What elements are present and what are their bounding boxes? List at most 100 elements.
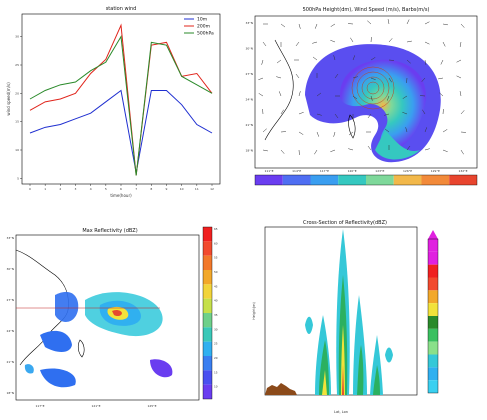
xtick-label: 4 [90, 187, 92, 191]
colorbar-tick-label: 10 [214, 385, 218, 389]
colorbar-swatch [203, 284, 212, 298]
colorbar-tick-label: 35 [214, 313, 218, 317]
colorbar-swatch [428, 303, 438, 316]
colorbar-swatch [311, 175, 339, 185]
ytick-label: 15 [15, 120, 19, 124]
cross-section-svg: Cross-Section of Reflectivity(dBZ) Heigh… [245, 215, 487, 416]
lat-tick-label: 30°N [245, 47, 253, 51]
xtick-label: 10 [180, 187, 184, 191]
colorbar-swatch [255, 175, 283, 185]
lat-tick-label: 24°N [6, 329, 14, 333]
lon-tick-label: 123°E [375, 169, 384, 173]
lon-tick-label: 111°E [264, 169, 273, 173]
xtick-label: 8 [150, 187, 152, 191]
colorbar-tick-label: 30 [214, 327, 218, 331]
lon-tick-label: 126°E [403, 169, 412, 173]
lon-tick-label: 121°E [91, 404, 100, 408]
lat-tick-label: 27°N [6, 298, 14, 302]
colorbar-swatch [428, 265, 438, 278]
colorbar-swatch [203, 299, 212, 313]
xtick-label: 3 [75, 187, 77, 191]
xtick-label: 2 [59, 187, 61, 191]
colorbar-swatch [203, 342, 212, 356]
colorbar-swatch [428, 367, 438, 380]
colorbar-tick-label: 25 [214, 342, 218, 346]
ytick-label: 20 [15, 91, 19, 95]
xtick-label: 1 [44, 187, 46, 191]
lat-tick-label: 30°N [6, 267, 14, 271]
colorbar-swatch [203, 241, 212, 255]
lon-tick-label: 120°E [348, 169, 357, 173]
lat-tick-label: 21°N [245, 123, 253, 127]
lat-tick-label: 18°N [6, 391, 14, 395]
wind-map-panel: 500hPa Height(dm), Wind Speed (m/s), Bar… [245, 0, 487, 205]
wind-colorbar [255, 175, 477, 185]
colorbar-swatch [428, 278, 438, 291]
series-line-200m [30, 25, 212, 175]
wind-map-svg: 500hPa Height(dm), Wind Speed (m/s), Bar… [245, 0, 487, 205]
ytick-label: 10 [15, 148, 19, 152]
station-wind-ylabel: wind speed(m/s) [6, 82, 11, 116]
colorbar-swatch [394, 175, 422, 185]
ytick-label: 25 [15, 63, 19, 67]
colorbar-tick-label: 45 [214, 284, 218, 288]
cross-section-colorbar [428, 230, 438, 393]
colorbar-swatch [203, 370, 212, 384]
lat-tick-label: 33°N [6, 236, 14, 240]
colorbar-tick-label: 65 [214, 227, 218, 231]
station-wind-chart: station wind time(hour) wind speed(m/s) … [0, 0, 235, 205]
colorbar-swatch [428, 316, 438, 329]
colorbar-swatch [449, 175, 477, 185]
cross-section-title: Cross-Section of Reflectivity(dBZ) [303, 220, 387, 226]
lon-tick-label: 132°E [458, 169, 467, 173]
colorbar-tick-label: 20 [214, 356, 218, 360]
xtick-label: 6 [120, 187, 122, 191]
lat-tick-label: 33°N [245, 21, 253, 25]
xtick-label: 12 [210, 187, 214, 191]
colorbar-swatch [428, 380, 438, 393]
colorbar-swatch [203, 356, 212, 370]
colorbar-swatch [428, 355, 438, 368]
xtick-label: 5 [105, 187, 107, 191]
colorbar-swatch [366, 175, 394, 185]
xtick-label: 9 [166, 187, 168, 191]
colorbar-extend-arrow [428, 230, 438, 239]
station-wind-xlabel: time(hour) [110, 193, 132, 198]
colorbar-swatch [203, 313, 212, 327]
colorbar-tick-label: 40 [214, 299, 218, 303]
colorbar-swatch [428, 239, 438, 252]
colorbar-swatch [203, 256, 212, 270]
lon-tick-label: 117°E [320, 169, 329, 173]
ytick-label: 30 [15, 35, 19, 39]
cross-section-xlabel: Lat, Lon [334, 410, 348, 414]
colorbar-swatch [422, 175, 450, 185]
colorbar-swatch [428, 290, 438, 303]
reflectivity-map-panel: Max Reflectivity (dBZ) 33°N 30°N 27°N 24°N 2… [0, 215, 235, 416]
colorbar-tick-label: 55 [214, 256, 218, 260]
xtick-label: 11 [195, 187, 199, 191]
legend-label-500hPa: 500hPa [197, 31, 214, 37]
lon-tick-label: 129°E [431, 169, 440, 173]
lat-tick-label: 18°N [245, 149, 253, 153]
lon-tick-label: 117°E [35, 404, 44, 408]
colorbar-swatch [203, 385, 212, 399]
lon-tick-label: 125°E [147, 404, 156, 408]
station-wind-title: station wind [106, 6, 137, 12]
colorbar-swatch [428, 252, 438, 265]
lat-tick-label: 24°N [245, 98, 253, 102]
colorbar-swatch [338, 175, 366, 185]
series-line-10m [30, 91, 212, 173]
reflectivity-map-title: Max Reflectivity (dBZ) [82, 228, 137, 234]
lat-tick-label: 21°N [6, 360, 14, 364]
wind-map-title: 500hPa Height(dm), Wind Speed (m/s), Bar… [303, 7, 430, 13]
legend-label-10m: 10m [197, 17, 207, 23]
cross-section-panel: Cross-Section of Reflectivity(dBZ) Heigh… [245, 215, 487, 416]
legend-label-200m: 200m [197, 24, 210, 30]
xtick-label: 7 [135, 187, 137, 191]
colorbar-swatch [428, 342, 438, 355]
station-wind-svg: station wind time(hour) wind speed(m/s) … [0, 0, 235, 205]
colorbar-swatch [203, 227, 212, 241]
lon-tick-label: 114°E [292, 169, 301, 173]
